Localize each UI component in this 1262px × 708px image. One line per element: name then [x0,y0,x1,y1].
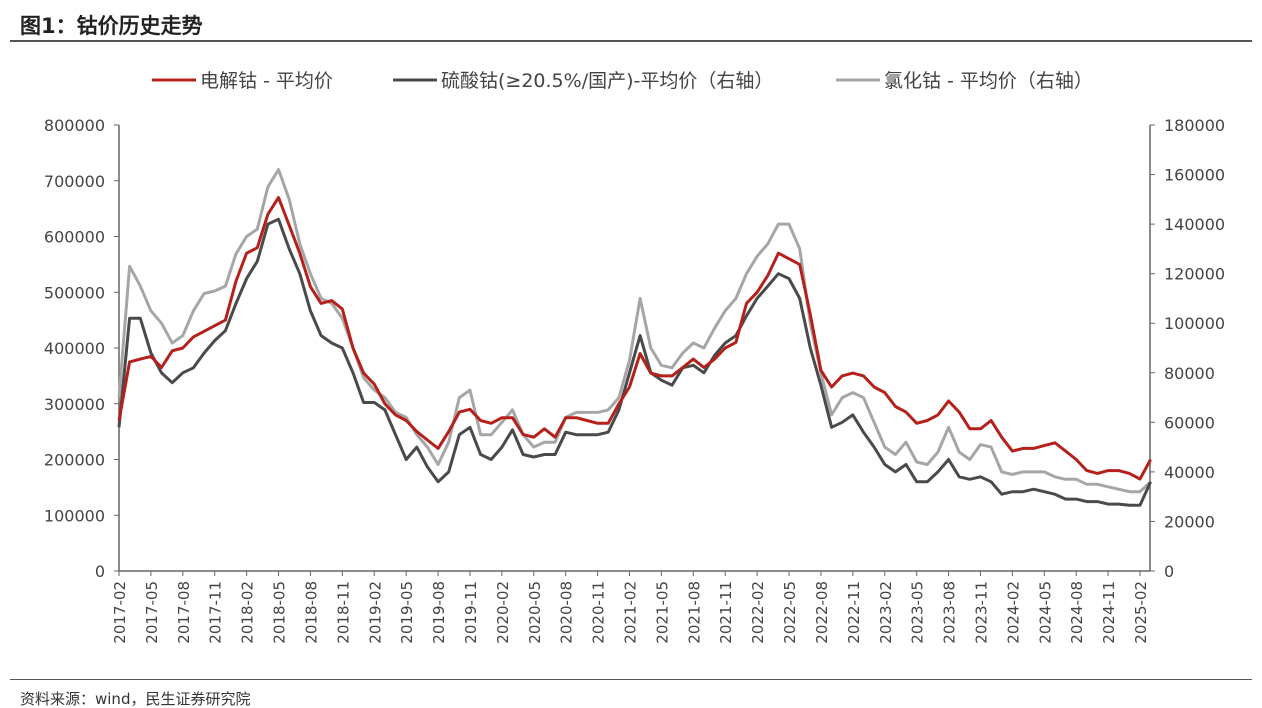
right-tick-label: 160000 [1164,166,1225,185]
left-tick-label: 0 [95,562,105,581]
source-divider [10,679,1252,680]
title-divider [10,40,1252,42]
left-tick-label: 200000 [44,451,105,470]
right-tick-label: 100000 [1164,314,1225,333]
x-tick-label: 2025-02 [1132,581,1150,644]
x-tick-label: 2022-05 [781,581,799,644]
x-tick-label: 2021-05 [653,581,671,644]
x-tick-label: 2022-08 [813,581,831,644]
x-tick-label: 2018-11 [334,581,352,644]
left-tick-label: 600000 [44,228,105,247]
legend-label: 硫酸钴(≥20.5%/国产)-平均价（右轴） [441,70,773,92]
left-tick-label: 500000 [44,283,105,302]
series-line [117,168,1152,494]
x-tick-label: 2024-11 [1100,581,1118,644]
x-tick-label: 2018-08 [302,581,320,644]
right-tick-label: 40000 [1164,463,1215,482]
x-tick-label: 2017-08 [175,581,193,644]
legend-label: 氯化钴 - 平均价（右轴） [884,70,1093,92]
x-tick-label: 2024-05 [1036,581,1054,644]
series-line [117,217,1152,507]
right-tick-label: 140000 [1164,215,1225,234]
x-tick-label: 2020-11 [590,581,608,644]
right-tick-label: 60000 [1164,413,1215,432]
x-tick-label: 2023-08 [941,581,959,644]
left-tick-label: 700000 [44,172,105,191]
x-tick-label: 2022-02 [749,581,767,644]
x-tick-label: 2021-02 [622,581,640,644]
x-tick-label: 2022-11 [845,581,863,644]
x-tick-label: 2023-05 [909,581,927,644]
right-tick-label: 180000 [1164,116,1225,135]
figure-title: 图1：钴价历史走势 [20,14,203,38]
x-tick-label: 2017-05 [143,581,161,644]
x-tick-label: 2020-02 [494,581,512,644]
x-tick-label: 2018-05 [271,581,289,644]
right-tick-label: 120000 [1164,265,1225,284]
x-tick-label: 2020-05 [526,581,544,644]
x-tick-label: 2024-08 [1068,581,1086,644]
x-tick-label: 2019-05 [398,581,416,644]
left-tick-label: 100000 [44,506,105,525]
x-tick-label: 2019-02 [366,581,384,644]
x-tick-label: 2021-08 [685,581,703,644]
x-tick-label: 2023-02 [877,581,895,644]
x-tick-label: 2017-11 [207,581,225,644]
source-note: 资料来源：wind，民生证券研究院 [20,690,251,708]
right-tick-label: 80000 [1164,364,1215,383]
right-tick-label: 0 [1164,562,1174,581]
left-tick-label: 300000 [44,395,105,414]
right-tick-label: 20000 [1164,512,1215,531]
x-tick-label: 2018-02 [239,581,257,644]
x-tick-label: 2020-08 [558,581,576,644]
legend-label: 电解钴 - 平均价 [200,70,333,92]
x-tick-label: 2023-11 [972,581,990,644]
x-tick-label: 2019-11 [462,581,480,644]
x-tick-label: 2021-11 [717,581,735,644]
left-tick-label: 800000 [44,116,105,135]
x-tick-label: 2019-08 [430,581,448,644]
x-tick-label: 2024-02 [1004,581,1022,644]
left-tick-label: 400000 [44,339,105,358]
x-tick-label: 2017-02 [111,581,129,644]
series-line [117,196,1152,481]
